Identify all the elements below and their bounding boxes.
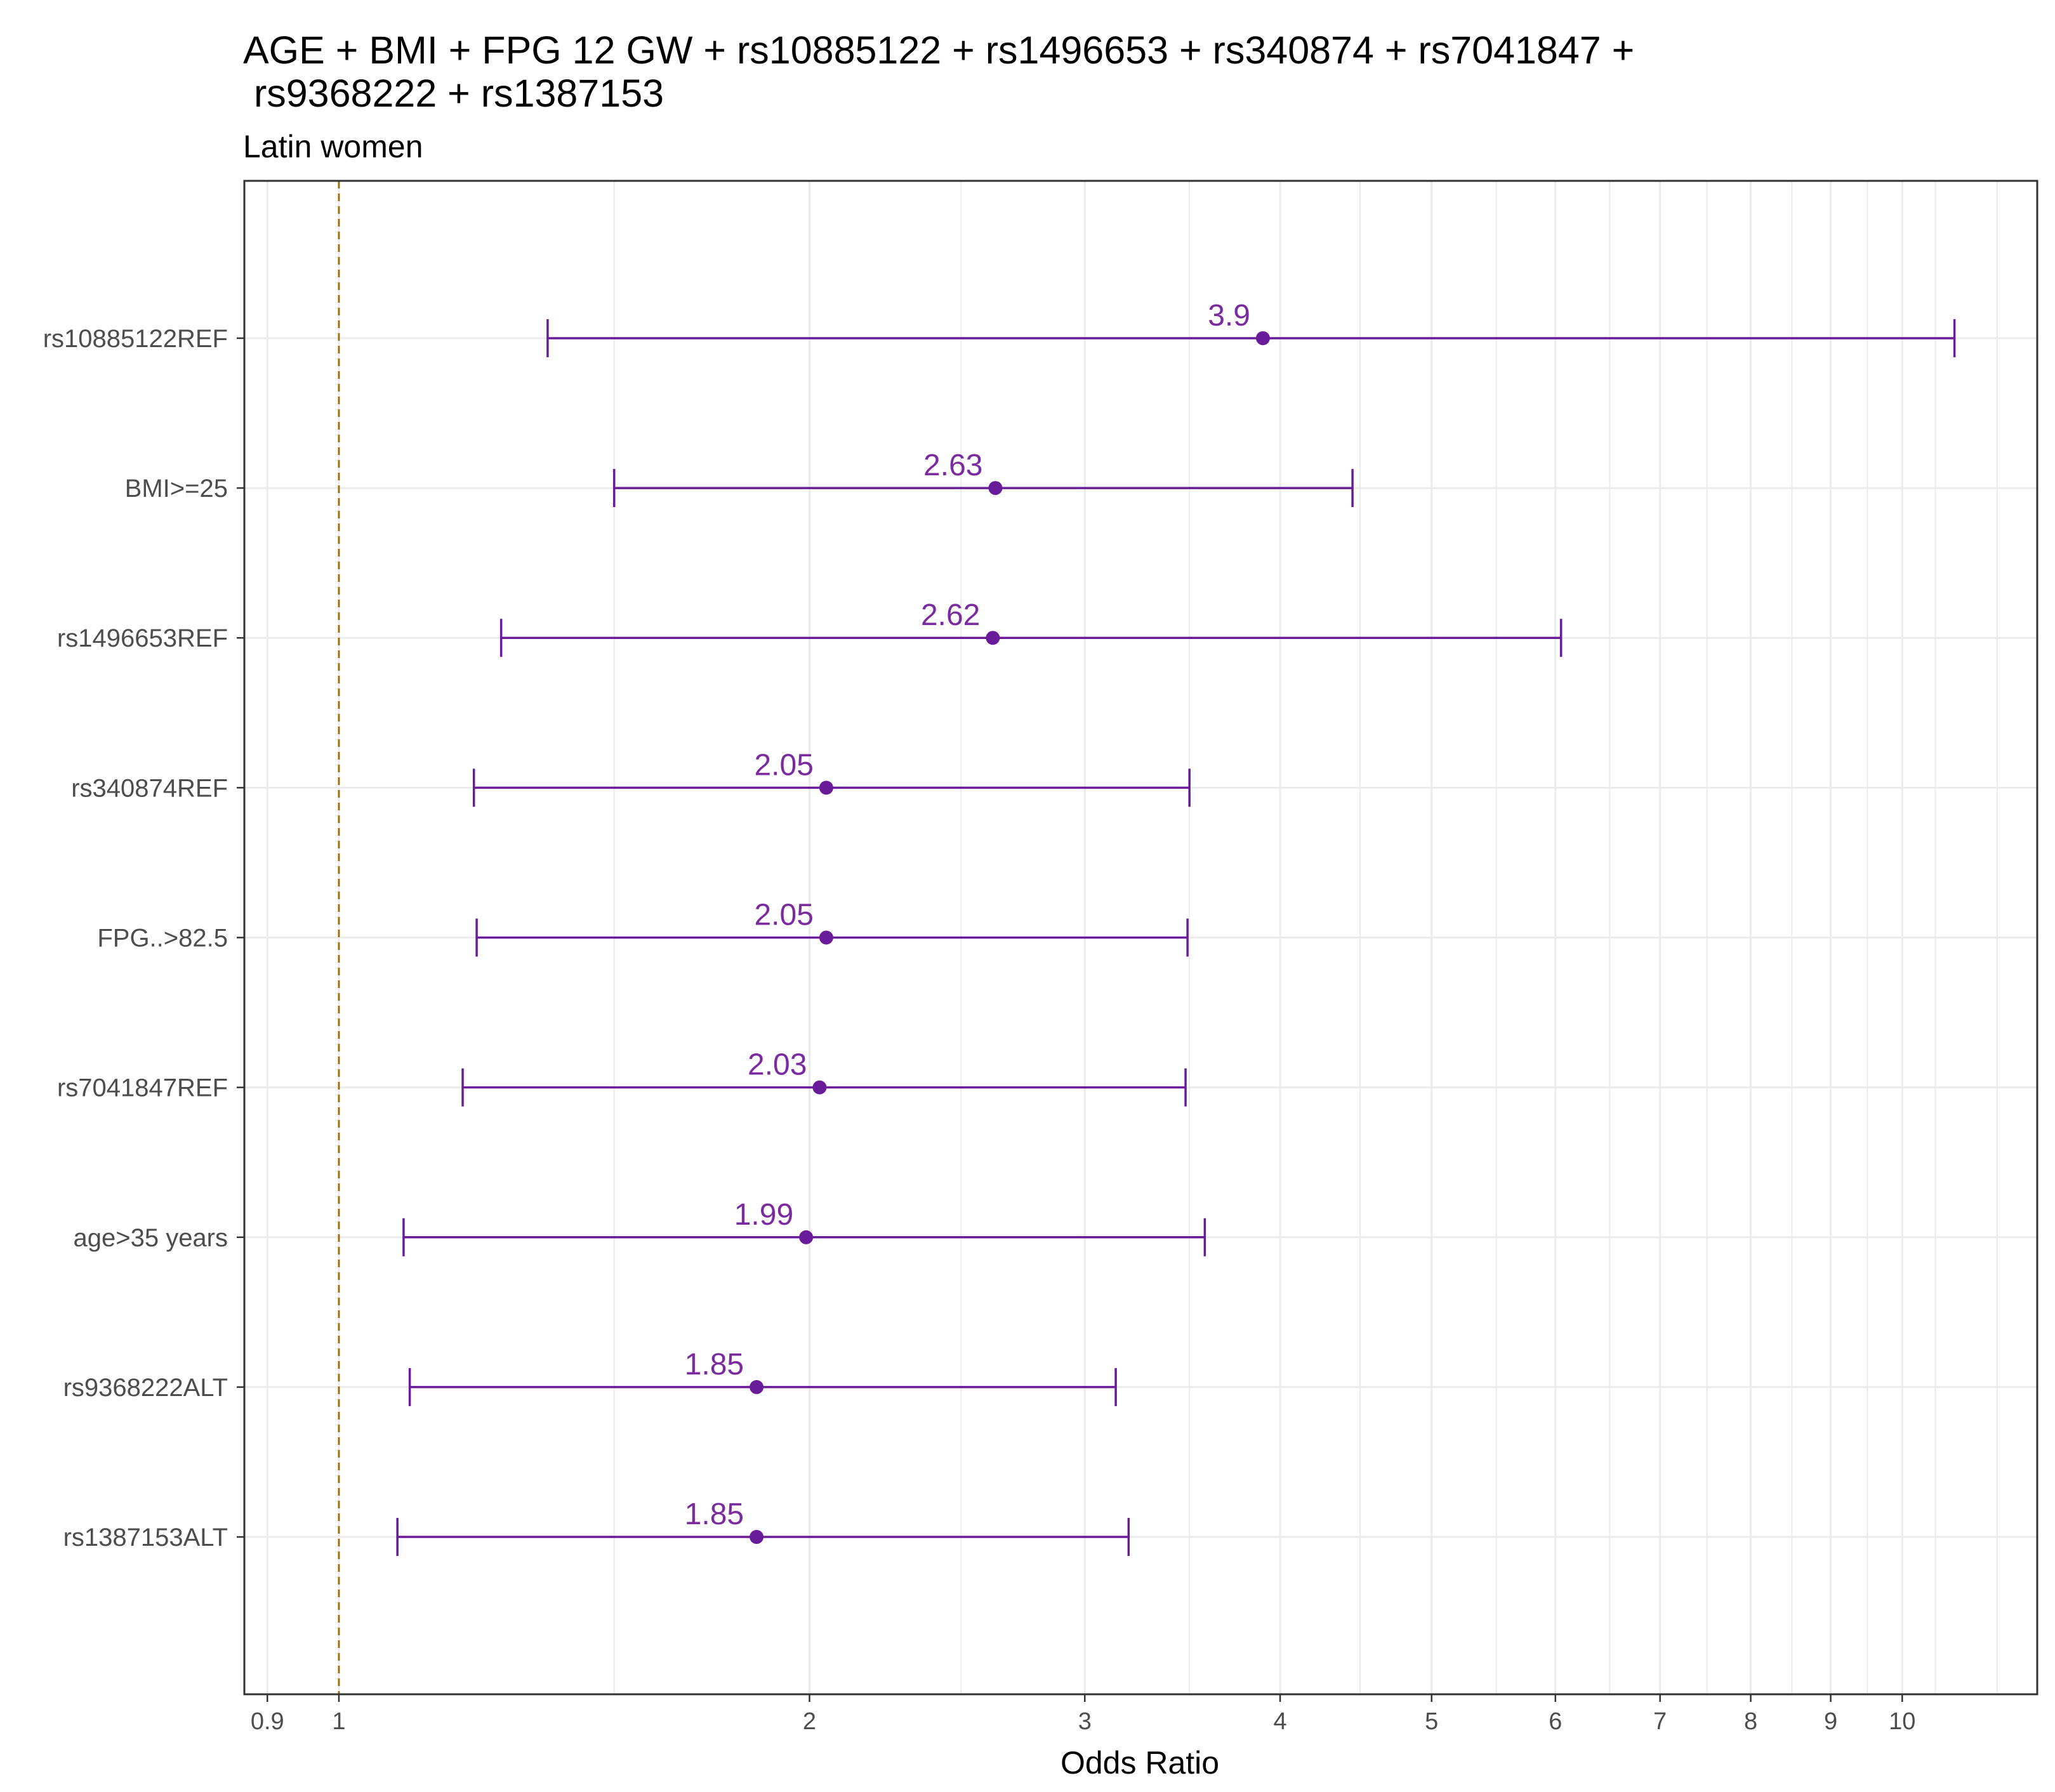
or-point — [812, 1080, 827, 1095]
x-tick-label: 7 — [1653, 1708, 1667, 1735]
x-axis: 0.9 1 2 3 4 5 6 7 8 9 10 — [251, 1694, 1915, 1735]
y-tick-label: rs340874REF — [71, 774, 228, 802]
chart-subtitle: Latin women — [243, 129, 423, 164]
or-value-label: 1.99 — [734, 1198, 793, 1232]
odds-ratio-labels: 3.9 2.63 2.62 2.05 2.05 2.03 1.99 1.85 1.85 — [685, 299, 1250, 1531]
y-tick-label: rs7041847REF — [57, 1074, 228, 1102]
y-tick-label: BMI>=25 — [125, 475, 228, 503]
or-point — [750, 1530, 764, 1545]
y-axis: rs10885122REF BMI>=25 rs1496653REF rs340874… — [43, 325, 244, 1552]
y-tick-label: FPG..>82.5 — [97, 925, 228, 952]
odds-ratio-points — [750, 331, 1270, 1545]
or-point — [819, 930, 833, 945]
or-point — [986, 631, 1000, 645]
x-tick-label: 3 — [1078, 1708, 1092, 1735]
or-value-label: 1.85 — [685, 1498, 744, 1531]
x-tick-label: 2 — [803, 1708, 816, 1735]
x-tick-label: 1 — [332, 1708, 345, 1735]
or-point — [819, 781, 833, 795]
x-tick-label: 5 — [1425, 1708, 1438, 1735]
or-value-label: 2.05 — [754, 899, 813, 932]
or-value-label: 2.62 — [921, 598, 980, 632]
or-value-label: 2.63 — [923, 449, 982, 482]
y-tick-label: rs1496653REF — [57, 624, 228, 652]
y-tick-label: rs9368222ALT — [63, 1374, 228, 1402]
or-point — [750, 1380, 764, 1394]
x-tick-label: 10 — [1889, 1708, 1915, 1735]
or-value-label: 3.9 — [1208, 299, 1250, 333]
y-tick-label: age>35 years — [73, 1224, 228, 1252]
or-value-label: 1.85 — [685, 1348, 744, 1381]
or-point — [799, 1230, 814, 1244]
x-axis-label: Odds Ratio — [1061, 1745, 1219, 1781]
chart-title-line-1: AGE + BMI + FPG 12 GW + rs10885122 + rs1… — [243, 29, 1634, 72]
or-point — [1255, 331, 1270, 345]
x-tick-label: 6 — [1549, 1708, 1562, 1735]
or-value-label: 2.03 — [748, 1048, 807, 1082]
or-point — [988, 481, 1003, 496]
or-value-label: 2.05 — [754, 748, 813, 782]
x-tick-label: 8 — [1744, 1708, 1757, 1735]
y-tick-label: rs10885122REF — [43, 325, 228, 353]
x-tick-label: 4 — [1273, 1708, 1286, 1735]
x-tick-label: 0.9 — [251, 1708, 284, 1735]
chart-title-line-2: rs9368222 + rs1387153 — [243, 72, 664, 115]
y-tick-label: rs1387153ALT — [63, 1524, 228, 1552]
x-tick-label: 9 — [1824, 1708, 1837, 1735]
